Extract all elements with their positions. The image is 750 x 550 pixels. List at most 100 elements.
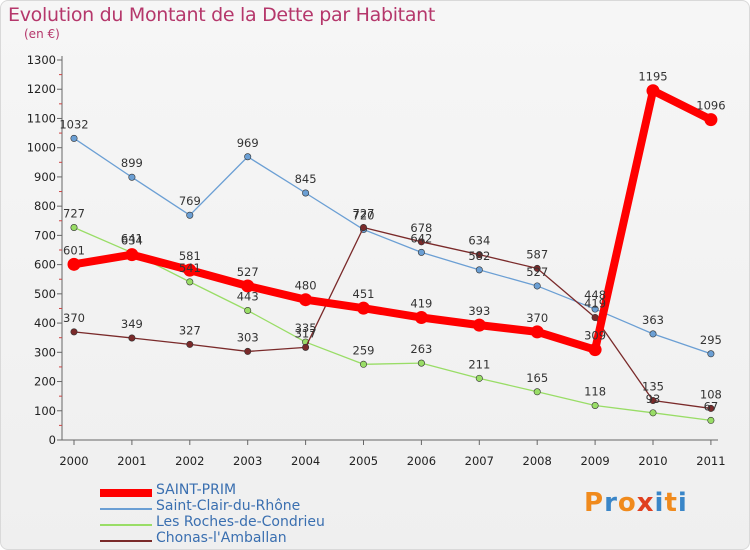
data-point (649, 330, 657, 338)
data-label: 370 (526, 311, 548, 325)
y-tick-label: 400 (34, 316, 56, 330)
data-label: 67 (704, 399, 719, 413)
data-point (533, 388, 541, 396)
chart-title: Evolution du Montant de la Dette par Hab… (8, 4, 436, 26)
data-label: 769 (179, 194, 201, 208)
data-label: 211 (468, 357, 490, 371)
data-label: 295 (700, 333, 722, 347)
legend-label: Saint-Clair-du-Rhône (156, 498, 301, 514)
x-tick-label: 2003 (233, 454, 262, 468)
y-tick-label: 900 (34, 170, 56, 184)
x-tick-label: 2008 (523, 454, 552, 468)
data-label: 727 (353, 206, 375, 220)
y-tick-label: 1200 (27, 82, 56, 96)
x-tick-label: 2011 (696, 454, 725, 468)
data-label: 899 (121, 156, 143, 170)
data-point (707, 350, 715, 358)
x-tick-label: 2001 (117, 454, 146, 468)
data-point (704, 113, 718, 127)
data-label: 349 (121, 317, 143, 331)
data-point (475, 374, 483, 382)
data-label: 370 (63, 311, 85, 325)
y-tick-label: 600 (34, 258, 56, 272)
x-tick-label: 2009 (580, 454, 609, 468)
logo-letter: x (636, 488, 655, 518)
data-label: 1195 (638, 70, 667, 84)
y-tick-label: 300 (34, 345, 56, 359)
data-point (302, 189, 310, 197)
data-point (125, 248, 139, 262)
data-label: 527 (237, 265, 259, 279)
data-point (128, 334, 136, 342)
x-tick-label: 2000 (59, 454, 88, 468)
data-label: 263 (410, 342, 432, 356)
data-point (70, 223, 78, 231)
data-point (475, 266, 483, 274)
data-label: 303 (237, 330, 259, 344)
data-point (646, 84, 660, 98)
series-line (73, 226, 712, 410)
logo-letter: t (664, 488, 678, 518)
legend-label: Les Roches-de-Condrieu (156, 514, 325, 530)
data-point (241, 279, 255, 293)
data-label: 363 (642, 313, 664, 327)
legend-swatch (100, 524, 152, 526)
data-label: 720 (353, 209, 375, 223)
x-tick-label: 2006 (407, 454, 436, 468)
logo-letter: o (617, 488, 637, 518)
data-point (186, 278, 194, 286)
data-label: 419 (410, 297, 432, 311)
x-tick-label: 2005 (349, 454, 378, 468)
data-label: 93 (646, 392, 661, 406)
data-point (302, 343, 310, 351)
data-label: 678 (410, 221, 432, 235)
data-point (533, 264, 541, 272)
data-label: 582 (468, 249, 490, 263)
data-point (649, 397, 657, 405)
data-label: 601 (63, 243, 85, 257)
series-line (70, 86, 715, 354)
data-point (649, 409, 657, 417)
legend-swatch (100, 540, 152, 542)
y-tick-label: 1300 (27, 53, 56, 67)
data-label: 118 (584, 385, 606, 399)
data-label: 451 (353, 287, 375, 301)
data-label: 327 (179, 323, 201, 337)
data-point (357, 301, 370, 315)
data-label: 587 (526, 247, 548, 261)
x-tick-label: 2004 (291, 454, 320, 468)
data-label: 259 (353, 343, 375, 357)
data-label: 634 (121, 234, 143, 248)
data-label: 969 (237, 136, 259, 150)
x-tick-label: 2007 (465, 454, 494, 468)
series-line (73, 226, 712, 422)
data-label: 393 (468, 304, 490, 318)
y-tick-label: 0 (49, 433, 56, 447)
logo-letter: i (654, 488, 665, 518)
data-point (244, 347, 252, 355)
data-point (244, 307, 252, 315)
data-point (359, 223, 367, 231)
chart-subtitle: (en €) (24, 27, 60, 41)
data-label: 634 (468, 234, 490, 248)
data-label: 419 (584, 297, 606, 311)
data-point (128, 173, 136, 181)
data-label: 448 (584, 288, 606, 302)
y-tick-label: 200 (34, 375, 56, 389)
data-label: 727 (63, 206, 85, 220)
y-tick-label: 100 (34, 404, 56, 418)
data-point (475, 251, 483, 259)
y-tick-label: 800 (34, 199, 56, 213)
data-point (299, 293, 313, 307)
data-point (591, 314, 599, 322)
x-tick-label: 2002 (175, 454, 204, 468)
data-point (417, 359, 425, 367)
legend-swatch (100, 508, 152, 510)
legend-label: SAINT-PRIM (156, 482, 237, 498)
data-label: 1096 (696, 99, 725, 113)
data-label: 527 (526, 265, 548, 279)
data-label: 135 (642, 380, 664, 394)
data-label: 335 (295, 321, 317, 335)
data-label: 541 (179, 261, 201, 275)
